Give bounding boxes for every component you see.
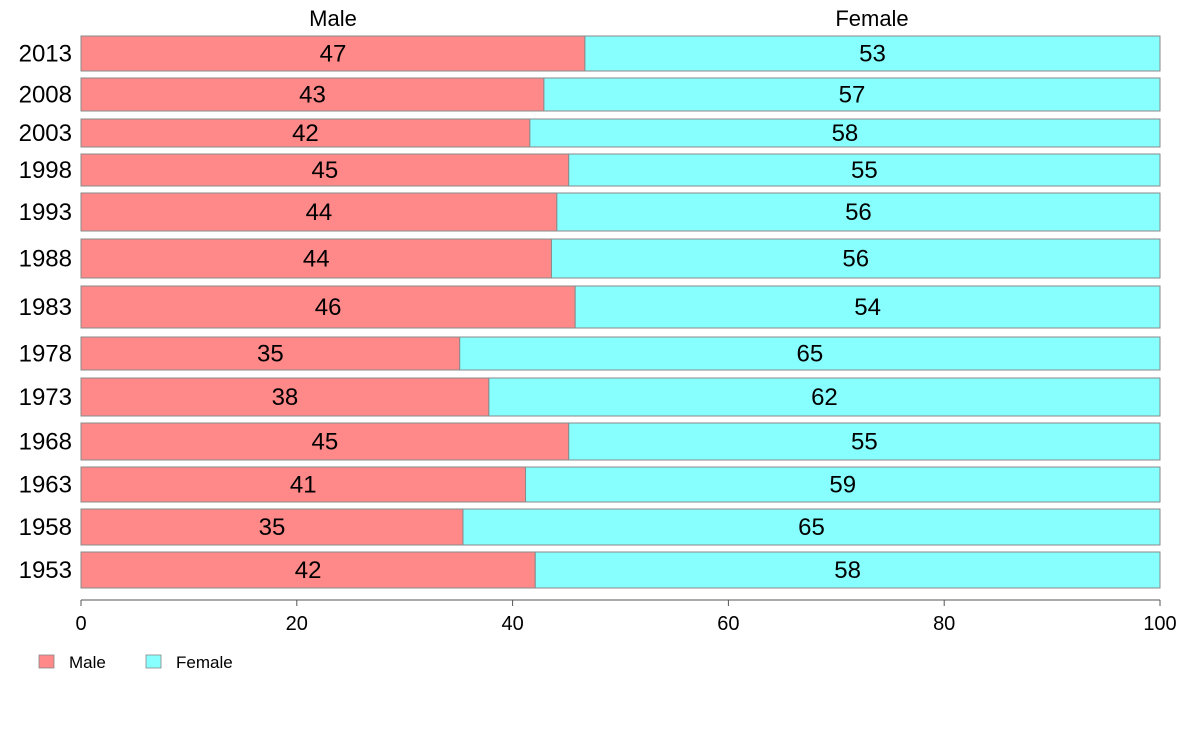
bar-value-label: 55: [851, 157, 878, 184]
bar-row-1953: 1953 42 58: [19, 551, 1161, 589]
x-tick-label: 0: [75, 613, 86, 635]
bar-segment-male: [80, 551, 536, 589]
x-tick-label: 100: [1143, 613, 1176, 635]
bar-row-2008: 2008 43 57: [19, 77, 1161, 112]
bar-row-1978: 1978 35 65: [19, 336, 1161, 371]
x-tick-label: 20: [286, 613, 308, 635]
bar-segment-female: [462, 508, 1161, 546]
bar-value-label: 41: [290, 472, 317, 499]
bar-segment-male: [80, 77, 545, 112]
bar-segment-male: [80, 285, 576, 329]
bar-value-label: 44: [306, 199, 333, 226]
y-tick-label: 2013: [19, 41, 72, 68]
y-tick-label: 1983: [19, 294, 72, 321]
bar-value-label: 35: [257, 341, 284, 368]
bar-value-label: 54: [854, 294, 881, 321]
bar-row-1993: 1993 44 56: [19, 192, 1161, 232]
bar-row-2013: 2013 47 53: [19, 35, 1161, 72]
bar-segment-male: [80, 153, 570, 187]
bar-segment-female: [556, 192, 1161, 232]
bar-value-label: 58: [832, 120, 859, 147]
y-tick-label: 2003: [19, 120, 72, 147]
y-tick-label: 1958: [19, 514, 72, 541]
bar-segment-female: [550, 238, 1161, 279]
bar-value-label: 55: [851, 429, 878, 456]
bar-segment-male: [80, 508, 464, 546]
bar-segment-female: [568, 153, 1161, 187]
column-headers: Male Female: [309, 6, 909, 31]
legend-label-male: Male: [69, 653, 106, 672]
column-header-female: Female: [835, 6, 908, 31]
legend-label-female: Female: [176, 653, 233, 672]
bar-value-label: 56: [842, 246, 869, 273]
y-tick-label: 2008: [19, 82, 72, 109]
x-tick-label: 40: [501, 613, 523, 635]
y-tick-label: 1978: [19, 341, 72, 368]
y-tick-label: 1988: [19, 246, 72, 273]
bar-segment-male: [80, 422, 570, 461]
bar-segment-female: [534, 551, 1161, 589]
bar-value-label: 58: [834, 557, 861, 584]
bar-value-label: 42: [292, 120, 319, 147]
bar-segment-female: [574, 285, 1161, 329]
bar-row-1998: 1998 45 55: [19, 153, 1161, 187]
bar-value-label: 57: [839, 82, 866, 109]
x-tick-label: 80: [933, 613, 955, 635]
bar-segment-male: [80, 466, 527, 503]
bar-segment-male: [80, 192, 558, 232]
legend-swatch-female: [145, 654, 162, 669]
bar-segment-female: [525, 466, 1161, 503]
bar-row-1973: 1973 38 62: [19, 377, 1161, 417]
bar-value-label: 44: [303, 246, 330, 273]
bar-value-label: 42: [295, 557, 322, 584]
bar-segment-female: [568, 422, 1161, 461]
bar-segment-female: [459, 336, 1161, 371]
bar-value-label: 45: [312, 429, 339, 456]
bar-segment-male: [80, 118, 531, 148]
y-tick-label: 1998: [19, 157, 72, 184]
bars-group: 2013 47 53 2008 43 57 2003 42 58 1998 45 55 1993 44 56…: [19, 35, 1161, 589]
legend-swatch-male: [38, 654, 55, 669]
bar-row-1958: 1958 35 65: [19, 508, 1161, 546]
bar-segment-female: [543, 77, 1161, 112]
bar-value-label: 47: [320, 41, 347, 68]
bar-segment-female: [584, 35, 1161, 72]
bar-segment-female: [488, 377, 1161, 417]
bar-row-2003: 2003 42 58: [19, 118, 1161, 148]
bar-value-label: 45: [312, 157, 339, 184]
y-tick-label: 1963: [19, 472, 72, 499]
bar-row-1963: 1963 41 59: [19, 466, 1161, 503]
bar-segment-male: [80, 35, 586, 72]
y-tick-label: 1968: [19, 429, 72, 456]
bar-value-label: 62: [811, 384, 838, 411]
y-tick-label: 1953: [19, 557, 72, 584]
bar-value-label: 65: [797, 341, 824, 368]
legend: Male Female: [38, 653, 233, 672]
bar-row-1988: 1988 44 56: [19, 238, 1161, 279]
bar-row-1968: 1968 45 55: [19, 422, 1161, 461]
bar-value-label: 53: [859, 41, 886, 68]
y-tick-label: 1993: [19, 199, 72, 226]
bar-segment-male: [80, 377, 490, 417]
x-tick-label: 60: [717, 613, 739, 635]
bar-value-label: 38: [272, 384, 299, 411]
bar-value-label: 59: [829, 472, 856, 499]
bar-row-1983: 1983 46 54: [19, 285, 1161, 329]
bar-value-label: 43: [299, 82, 326, 109]
bar-value-label: 56: [845, 199, 872, 226]
bar-value-label: 35: [259, 514, 286, 541]
x-axis: 0 20 40 60 80 100: [75, 599, 1177, 635]
column-header-male: Male: [309, 6, 357, 31]
bar-value-label: 65: [798, 514, 825, 541]
bar-segment-female: [529, 118, 1161, 148]
y-tick-label: 1973: [19, 384, 72, 411]
bar-value-label: 46: [315, 294, 342, 321]
